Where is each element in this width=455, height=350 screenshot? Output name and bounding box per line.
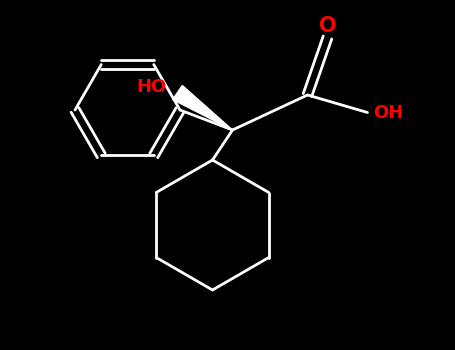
Polygon shape (173, 85, 233, 130)
Text: HO: HO (136, 77, 167, 96)
Text: O: O (318, 16, 336, 36)
Text: OH: OH (374, 104, 404, 121)
